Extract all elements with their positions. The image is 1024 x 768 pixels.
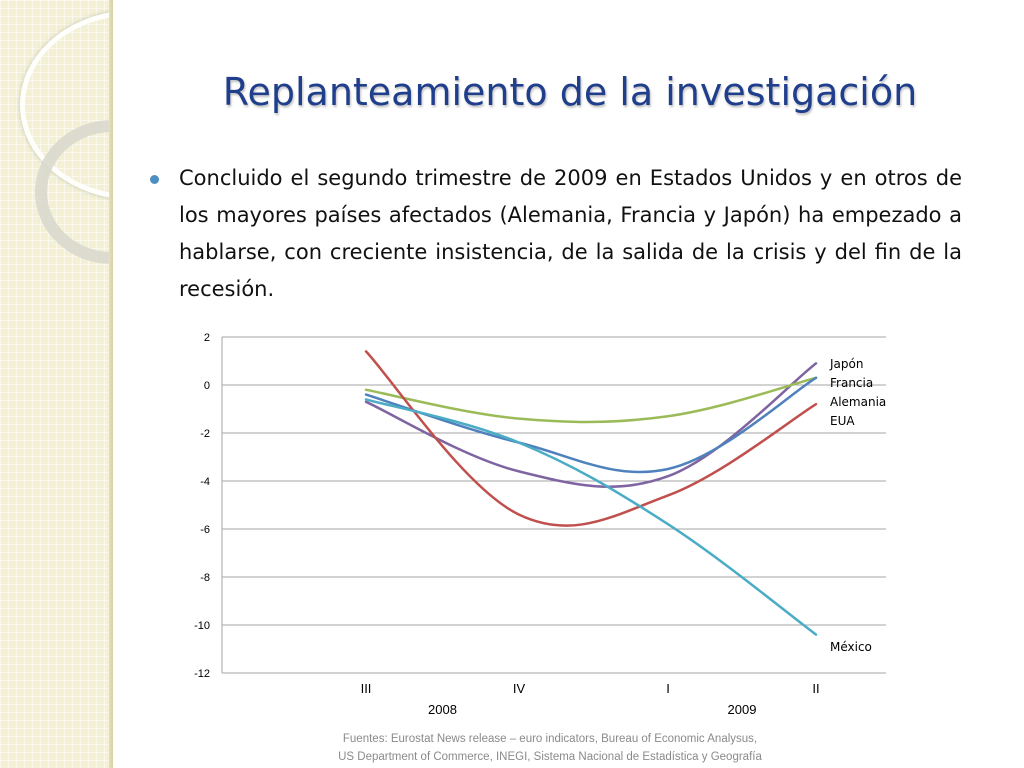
series-line-alemania xyxy=(364,376,818,474)
source-line-1: Fuentes: Eurostat News release – euro in… xyxy=(342,733,758,745)
series-line-francia xyxy=(364,376,818,424)
source-note: Fuentes: Eurostat News release – euro in… xyxy=(280,730,820,766)
series-label-francia: Francia xyxy=(830,376,873,390)
x-tick-label: III xyxy=(361,681,372,696)
year-label: 2008 xyxy=(428,702,457,717)
year-label: 2009 xyxy=(728,702,757,717)
series-line-eua xyxy=(364,350,818,527)
series-label-mexico: México xyxy=(830,640,872,654)
y-tick-label: -12 xyxy=(194,668,210,680)
y-tick-label: -2 xyxy=(200,428,210,440)
source-line-2: US Department of Commerce, INEGI, Sistem… xyxy=(338,751,762,763)
slide-title: Replanteamiento de la investigación xyxy=(222,70,918,114)
decorative-sidebar xyxy=(0,0,113,768)
y-tick-label: 0 xyxy=(204,380,210,392)
y-tick-label: -8 xyxy=(200,572,210,584)
sidebar-edge xyxy=(109,0,113,768)
y-tick-label: 2 xyxy=(204,332,210,344)
x-tick-label: II xyxy=(812,681,819,696)
bullet-text: Concluido el segundo trimestre de 2009 e… xyxy=(179,166,962,301)
bullet-icon xyxy=(150,175,159,184)
series-line-japon xyxy=(364,362,818,489)
y-tick-label: -4 xyxy=(200,476,210,488)
series-label-japon: Japón xyxy=(829,357,863,371)
x-tick-label: I xyxy=(666,681,670,696)
series-line-mexico xyxy=(364,398,818,636)
series-label-alemania: Alemania xyxy=(830,395,886,409)
y-tick-label: -10 xyxy=(194,620,210,632)
x-tick-label: IV xyxy=(513,681,526,696)
series-label-eua: EUA xyxy=(830,414,855,428)
y-tick-label: -6 xyxy=(200,524,210,536)
